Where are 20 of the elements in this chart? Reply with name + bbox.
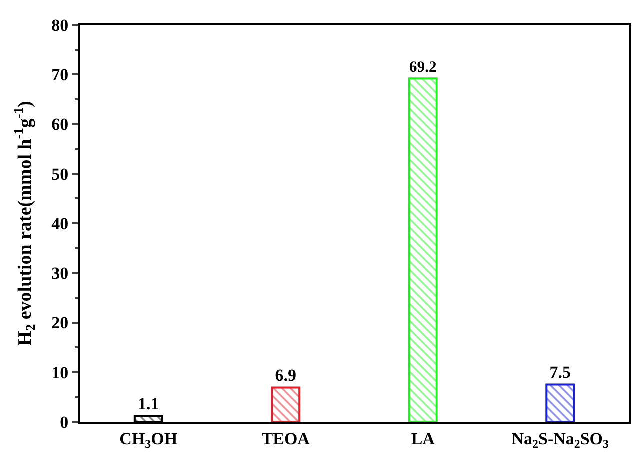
y-tick-label: 30 (52, 264, 69, 284)
y-tick-label: 80 (52, 16, 69, 35)
y-tick-label: 20 (52, 314, 69, 333)
x-tick-label: LA (411, 429, 436, 448)
y-tick-label: 60 (52, 115, 69, 134)
bar (271, 386, 301, 422)
y-tick-label: 50 (52, 164, 69, 184)
y-tick-label: 70 (52, 66, 69, 85)
data-label: 6.9 (275, 366, 296, 385)
data-label: 69.2 (409, 58, 437, 76)
y-tick-label: 10 (52, 363, 69, 382)
bar (546, 384, 576, 422)
data-label: 1.1 (138, 394, 160, 414)
x-tick-label: TEOA (262, 429, 311, 448)
y-tick-label: 0 (60, 412, 69, 432)
bar (408, 78, 438, 422)
x-tick-label: CH$_{3}$OH (120, 429, 178, 451)
x-tick-label: Na$_{2}$S-Na$_{2}$SO$_{3}$ (512, 429, 610, 451)
data-label: 7.5 (550, 362, 571, 382)
y-tick-label: 40 (52, 214, 69, 234)
